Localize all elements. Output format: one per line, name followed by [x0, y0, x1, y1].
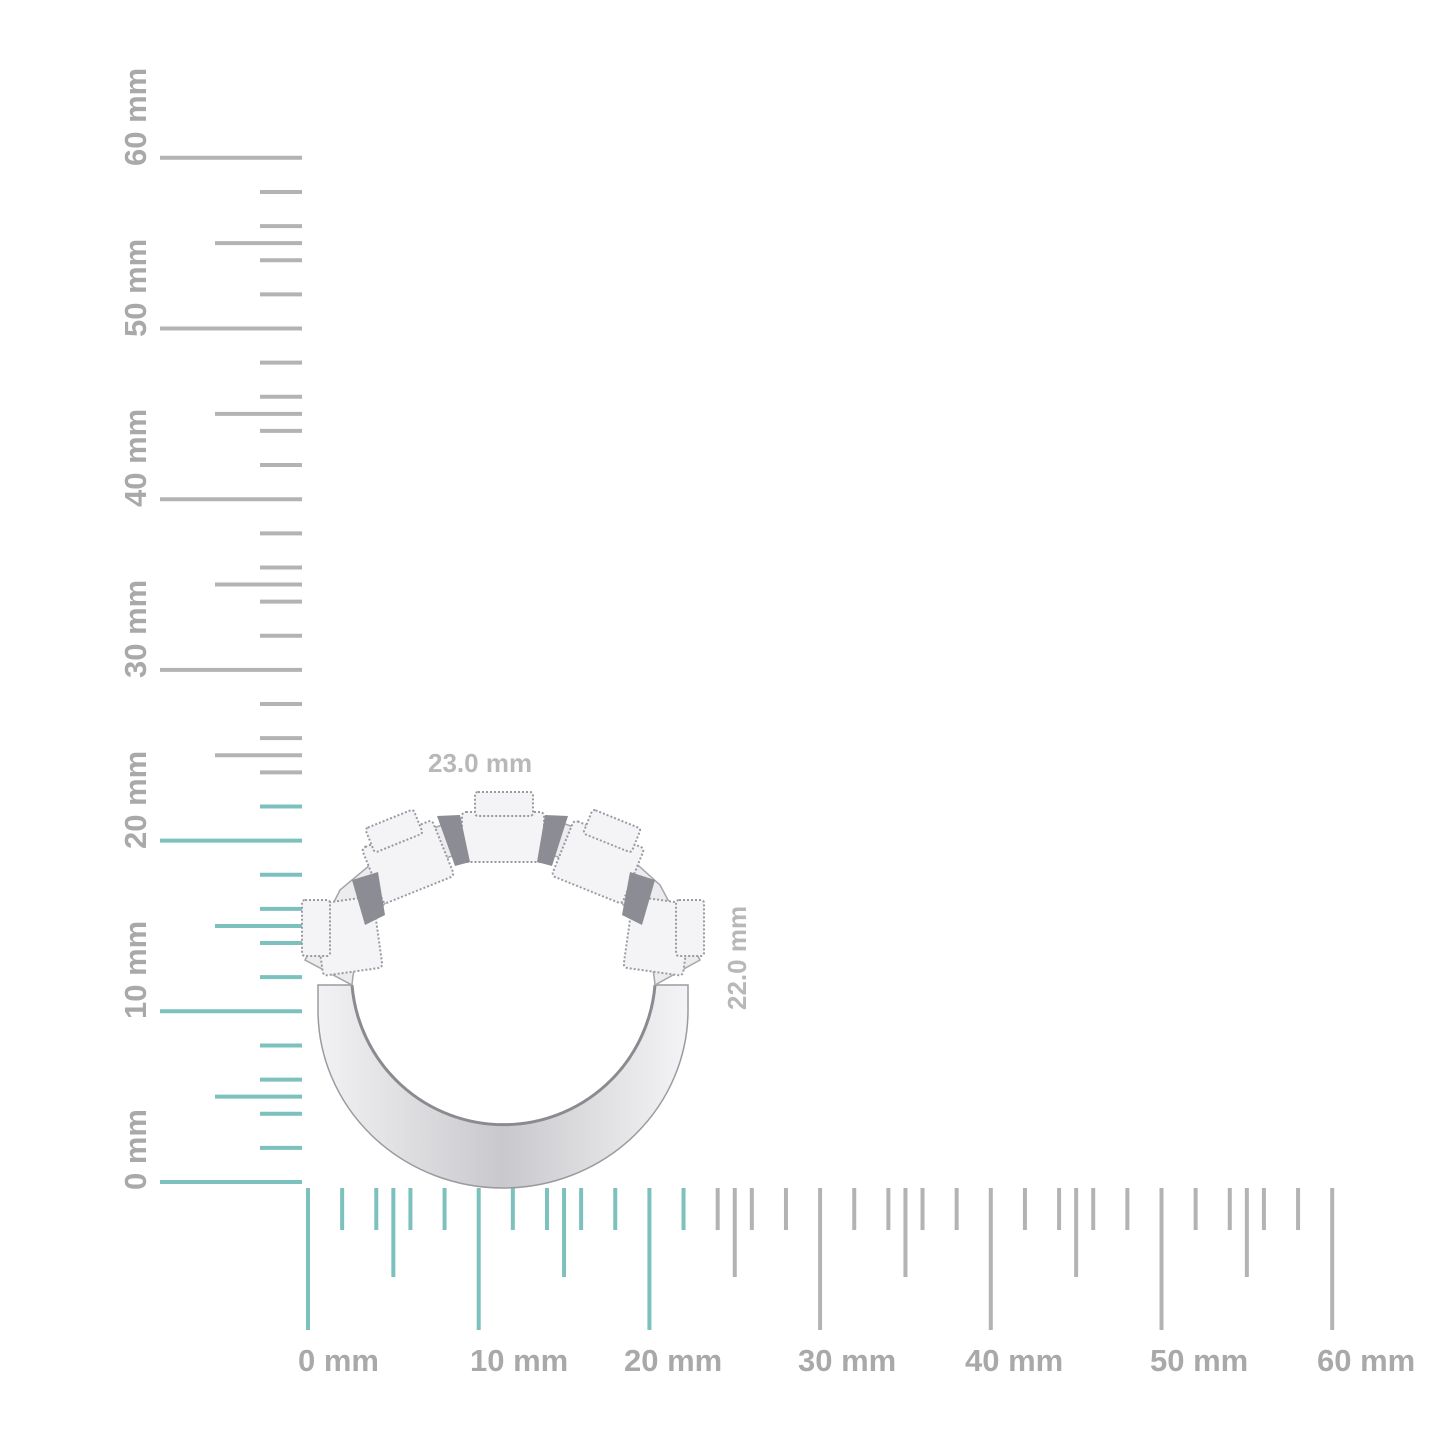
vertical-ruler-label: 0 mm [118, 1109, 153, 1190]
horizontal-ruler-label: 60 mm [1317, 1343, 1416, 1378]
horizontal-ruler-label: 0 mm [298, 1343, 379, 1378]
vertical-ruler-label: 50 mm [118, 238, 153, 337]
vertical-ruler-label: 30 mm [118, 579, 153, 678]
vertical-ruler-label: 10 mm [118, 921, 153, 1020]
horizontal-ruler-label: 30 mm [798, 1343, 897, 1378]
height-dimension-label: 22.0 mm [722, 905, 752, 1010]
horizontal-ruler-label: 40 mm [965, 1343, 1064, 1378]
horizontal-ruler-label: 10 mm [470, 1343, 569, 1378]
width-dimension-label: 23.0 mm [428, 748, 533, 778]
vertical-ruler-label: 40 mm [118, 408, 153, 508]
horizontal-ruler-label: 50 mm [1150, 1343, 1249, 1378]
vertical-ruler-label: 60 mm [118, 67, 153, 166]
horizontal-ruler-label: 20 mm [624, 1343, 723, 1378]
vertical-ruler-label: 20 mm [118, 750, 153, 849]
